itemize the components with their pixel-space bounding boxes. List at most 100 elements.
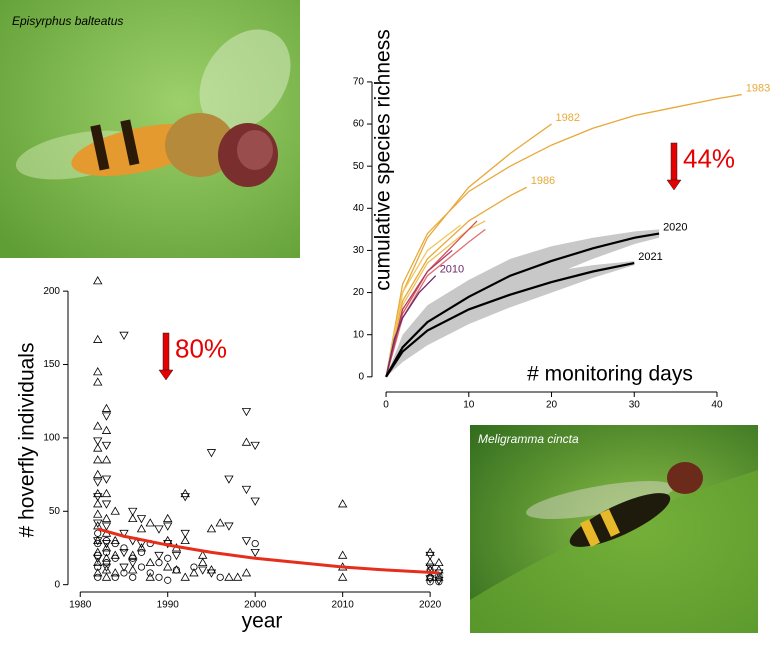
y-tick-label: 60 (353, 119, 365, 130)
point (225, 476, 233, 483)
x-tick-label: 30 (629, 400, 641, 411)
point (155, 526, 163, 533)
point (94, 422, 102, 429)
y-tick-label: 0 (358, 371, 364, 382)
y-axis-title: cumulative species richness (372, 29, 395, 290)
arrow-head (667, 180, 681, 190)
point (242, 538, 250, 545)
point (242, 486, 250, 493)
point (234, 573, 242, 580)
point (102, 566, 110, 573)
x-tick-label: 1990 (157, 600, 180, 611)
point (225, 573, 233, 580)
point (94, 510, 102, 517)
point (427, 579, 433, 585)
arrow-head (159, 370, 173, 380)
point (94, 520, 102, 527)
point (94, 378, 102, 385)
point (242, 408, 250, 415)
point (165, 555, 171, 561)
point (225, 523, 233, 530)
point (339, 551, 347, 558)
point (103, 559, 109, 565)
point (94, 522, 102, 529)
point (156, 559, 162, 565)
point (156, 574, 162, 580)
y-tick-label: 40 (353, 203, 365, 214)
point (102, 413, 110, 420)
point (121, 545, 127, 551)
curve-label: 2010 (440, 264, 464, 276)
point (102, 501, 110, 508)
point (120, 549, 128, 556)
y-axis-title: # hoverfly individuals (16, 343, 39, 538)
point (199, 567, 207, 574)
point (252, 540, 258, 546)
y-tick-label: 70 (353, 77, 365, 88)
point (164, 523, 172, 530)
point (102, 490, 110, 497)
point (112, 574, 118, 580)
y-tick-label: 10 (353, 329, 365, 340)
curve-label: 2020 (663, 221, 687, 233)
x-tick-label: 20 (546, 400, 558, 411)
arrow-shaft (671, 143, 677, 180)
point (155, 552, 163, 559)
point (242, 438, 250, 445)
point (137, 516, 145, 523)
photo-episyrphus (0, 0, 309, 258)
point (94, 368, 102, 375)
point (95, 574, 101, 580)
point (216, 519, 224, 526)
y-tick-label: 150 (43, 359, 60, 370)
x-tick-label: 2010 (332, 600, 355, 611)
point (102, 515, 110, 522)
point (137, 525, 145, 532)
point (207, 450, 215, 457)
y-tick-label: 30 (353, 245, 365, 256)
annotation: 80% (175, 333, 227, 363)
point (130, 574, 136, 580)
y-tick-label: 20 (353, 287, 365, 298)
point (199, 559, 207, 566)
point (102, 564, 110, 571)
point (165, 577, 171, 583)
point (102, 456, 110, 463)
x-tick-label: 10 (463, 400, 475, 411)
x-tick-label: 0 (383, 400, 389, 411)
x-axis-title: year (242, 610, 283, 633)
point (435, 559, 443, 566)
point (120, 332, 128, 339)
point (242, 569, 250, 576)
point (172, 552, 180, 559)
point (339, 573, 347, 580)
curve-label: 1983 (746, 82, 770, 94)
fit-line (98, 529, 439, 573)
curve-label: 1986 (531, 175, 555, 187)
point (251, 549, 259, 556)
point (138, 564, 144, 570)
x-axis-title: # monitoring days (527, 363, 693, 386)
point (164, 563, 172, 570)
point (138, 549, 144, 555)
point (146, 519, 154, 526)
y-tick-label: 200 (43, 286, 60, 297)
y-tick-label: 100 (43, 433, 60, 444)
curve (386, 234, 659, 377)
point (102, 476, 110, 483)
y-tick-label: 50 (353, 161, 365, 172)
point (164, 515, 172, 522)
point (181, 573, 189, 580)
point (111, 507, 119, 514)
point (94, 479, 102, 486)
arrow-shaft (163, 333, 169, 370)
point (251, 498, 259, 505)
photo-caption: Episyrphus balteatus (12, 14, 123, 28)
point (102, 405, 110, 412)
point (146, 559, 154, 566)
point (94, 277, 102, 284)
y-tick-label: 50 (49, 506, 61, 517)
point (207, 525, 215, 532)
y-tick-label: 0 (54, 579, 60, 590)
point (94, 471, 102, 478)
